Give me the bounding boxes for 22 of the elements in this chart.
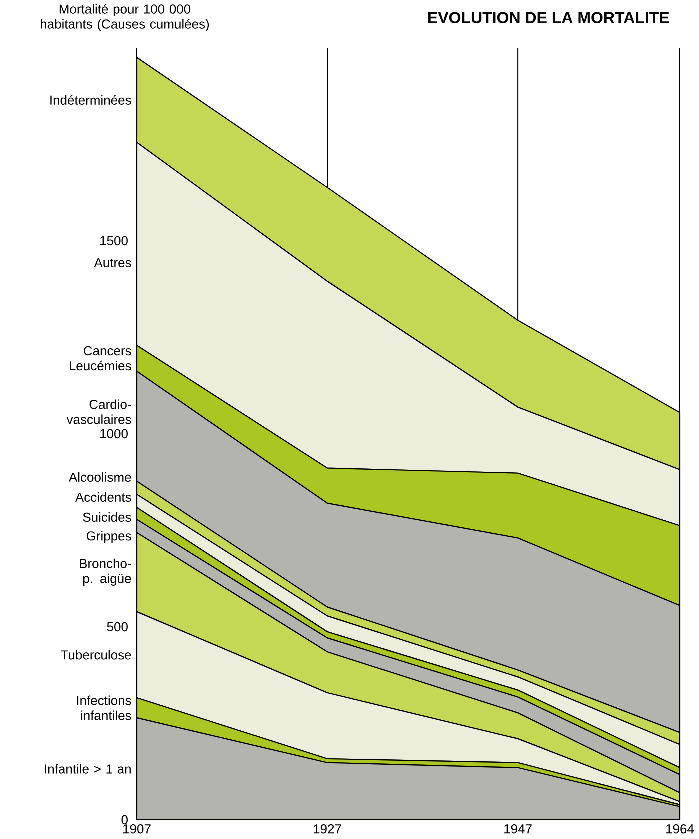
- series-label: Accidents: [76, 492, 132, 502]
- chart-title: EVOLUTION DE LA MORTALITE: [428, 12, 670, 24]
- x-tick-label: 1947: [504, 824, 532, 834]
- series-label: Indéterminées: [50, 95, 132, 105]
- y-tick-label: 0: [122, 815, 128, 825]
- series-label: Cancers Leucémies: [70, 346, 132, 371]
- series-label: Suicides: [83, 512, 132, 522]
- x-tick-label: 1907: [124, 824, 151, 834]
- y-tick-label: 1000: [100, 429, 128, 439]
- y-tick-label: 1500: [100, 236, 128, 246]
- series-label: Autres: [94, 258, 132, 268]
- series-label: Cardio-vasculaires: [66, 400, 132, 424]
- y-tick-label: 500: [107, 622, 128, 632]
- series-label: Infections infantiles: [77, 696, 132, 720]
- series-label: Broncho-p. aigüe: [80, 558, 132, 586]
- x-tick-label: 1964: [666, 824, 694, 834]
- y-axis-title: Mortalité pour 100 000 habitants (Causes cumulées): [41, 4, 210, 32]
- series-label: Infantile > 1 an: [45, 764, 132, 774]
- x-tick-label: 1927: [314, 824, 342, 834]
- series-label: Tuberculose: [61, 650, 132, 660]
- series-label: Alcoolisme: [69, 472, 132, 482]
- series-label: Grippes: [87, 531, 132, 544]
